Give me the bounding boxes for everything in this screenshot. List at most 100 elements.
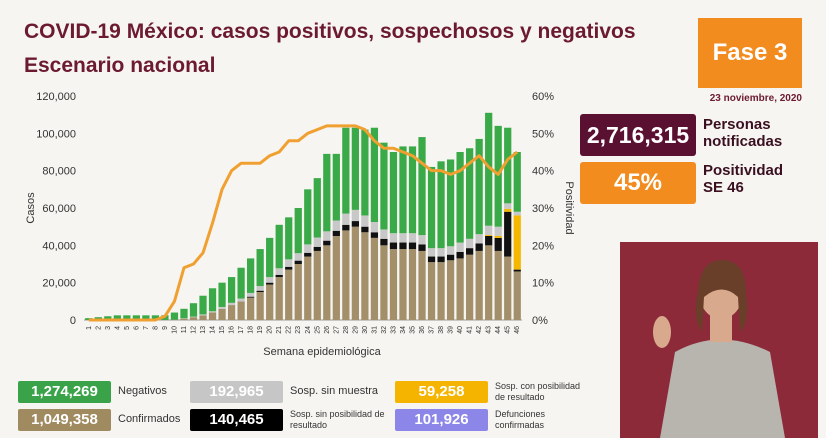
summary-label: Defunciones confirmadas xyxy=(495,409,546,430)
bar xyxy=(323,153,331,232)
bar xyxy=(513,271,521,320)
bar xyxy=(389,233,398,243)
x-tick-label: 22 xyxy=(286,326,293,334)
bar xyxy=(370,127,379,222)
bar xyxy=(427,262,436,320)
bar xyxy=(466,238,474,249)
y-tick-label: 80,000 xyxy=(42,166,76,178)
x-tick-label: 12 xyxy=(191,326,198,334)
bar xyxy=(494,125,502,227)
x-axis-label: Semana epidemiológica xyxy=(263,346,381,358)
subtitle: Escenario nacional xyxy=(24,54,216,77)
bar xyxy=(408,242,417,250)
bar xyxy=(323,240,331,246)
bar xyxy=(370,222,379,233)
x-tick-label: 29 xyxy=(352,326,359,334)
bar xyxy=(446,159,455,247)
bar xyxy=(237,301,245,320)
bar xyxy=(332,230,340,236)
x-tick-label: 4 xyxy=(114,326,121,330)
bar xyxy=(389,249,398,320)
bar xyxy=(504,211,512,257)
bar xyxy=(304,256,312,320)
bar xyxy=(437,256,445,263)
bar xyxy=(418,250,426,320)
x-tick-label: 23 xyxy=(295,326,302,334)
bar xyxy=(266,277,274,283)
bar xyxy=(418,137,426,236)
bar xyxy=(494,250,502,320)
x-tick-label: 44 xyxy=(495,326,502,334)
bar xyxy=(227,302,236,306)
bar xyxy=(199,295,207,315)
summary-value: 1,049,358 xyxy=(18,409,111,431)
bar xyxy=(446,260,455,320)
bar xyxy=(361,215,369,227)
bar xyxy=(437,248,445,257)
bar xyxy=(475,250,483,320)
bar xyxy=(256,290,264,292)
x-tick-label: 41 xyxy=(467,326,474,334)
bar xyxy=(332,153,340,221)
bar xyxy=(351,209,359,222)
summary-value: 1,274,269 xyxy=(18,381,111,403)
bar xyxy=(408,146,417,234)
bar xyxy=(399,146,407,234)
summary-label: Confirmados xyxy=(118,413,181,425)
bar xyxy=(285,259,293,267)
bar xyxy=(208,311,217,313)
y2-tick-label: 50% xyxy=(532,128,554,140)
x-tick-label: 9 xyxy=(162,326,169,330)
x-tick-label: 42 xyxy=(476,326,483,334)
bar xyxy=(294,253,302,261)
x-tick-label: 24 xyxy=(305,326,312,334)
bar xyxy=(380,245,388,320)
bar xyxy=(456,251,464,259)
bar xyxy=(151,315,160,320)
bar xyxy=(218,308,226,320)
x-tick-label: 39 xyxy=(448,326,455,334)
date: 23 noviembre, 2020 xyxy=(709,93,802,104)
bar xyxy=(180,308,188,319)
bar xyxy=(170,312,179,320)
x-tick-label: 26 xyxy=(324,326,331,334)
bar xyxy=(237,267,245,299)
x-tick-label: 7 xyxy=(143,326,150,330)
x-tick-label: 34 xyxy=(400,326,407,334)
y2-tick-label: 10% xyxy=(532,278,554,290)
x-tick-label: 2 xyxy=(95,326,102,330)
bar xyxy=(275,277,283,320)
x-tick-label: 36 xyxy=(419,326,426,334)
bar xyxy=(237,298,245,302)
bar xyxy=(380,238,388,246)
y2-tick-label: 20% xyxy=(532,240,554,252)
x-tick-label: 8 xyxy=(152,326,159,330)
bar xyxy=(456,152,464,243)
y-tick-label: 20,000 xyxy=(42,278,76,290)
x-tick-label: 21 xyxy=(276,326,283,334)
x-tick-label: 1 xyxy=(86,326,93,330)
y2-tick-label: 30% xyxy=(532,203,554,215)
x-tick-label: 3 xyxy=(105,326,112,330)
bar xyxy=(266,284,274,320)
bar xyxy=(504,256,512,320)
bar xyxy=(256,292,264,320)
x-tick-label: 15 xyxy=(219,326,226,334)
bar xyxy=(323,245,331,320)
bar xyxy=(304,252,312,257)
bar xyxy=(227,305,236,320)
bar xyxy=(342,230,350,320)
summary-label: Sosp. con posibilidad de resultado xyxy=(495,381,581,402)
bar xyxy=(399,242,407,250)
bar xyxy=(380,142,388,230)
bar xyxy=(494,237,502,251)
x-tick-label: 13 xyxy=(200,326,207,334)
bar xyxy=(361,129,369,216)
bar xyxy=(361,226,369,233)
bar xyxy=(304,244,312,253)
y2-axis-label: Positividad xyxy=(563,181,575,234)
bar xyxy=(208,288,217,312)
bar xyxy=(351,221,359,227)
bar xyxy=(485,235,493,236)
bar xyxy=(189,316,198,318)
